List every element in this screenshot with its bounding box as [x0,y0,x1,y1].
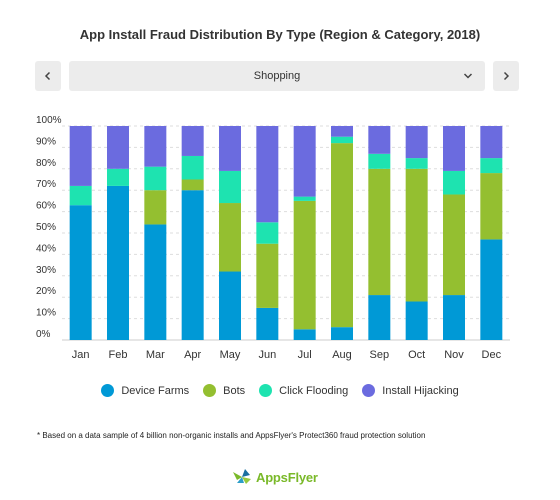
bar-segment [144,126,167,167]
y-tick-label: 20% [36,286,56,297]
bar-segment [405,158,428,169]
bar-segment [405,168,428,302]
bar-segment [443,170,465,195]
bar-segment [293,200,316,330]
bar-segment [256,222,279,244]
brand-logo: AppsFlyer [231,468,318,486]
bar-segment [256,243,279,308]
x-tick-label: Sep [370,349,390,361]
legend-swatch [259,384,273,397]
bar-segment [69,126,92,186]
x-tick-label: Oct [408,349,425,361]
x-tick-label: Nov [444,349,464,361]
legend-item[interactable]: Click Flooding [259,384,348,397]
appsflyer-logo-icon [233,469,251,484]
legend-label: Install Hijacking [382,384,459,397]
x-tick-label: Aug [332,349,352,361]
x-tick-label: Mar [146,349,165,361]
category-select-value: Shopping [253,70,301,82]
bar-segment [331,136,353,144]
x-tick-label: Apr [184,349,201,361]
bar-segment [256,126,279,223]
stacked-bar-chart: 0% 10% 20% 30% 40% 50% 60% 70% 80% 90% 100% Jan Feb M… [36,115,510,361]
bar-segment [443,295,465,340]
bar-segment [107,185,129,340]
y-tick-label: 30% [36,265,56,276]
legend-swatch [101,384,115,397]
bar-segment [480,239,503,340]
x-tick-label: Jul [298,349,312,361]
legend-swatch [362,384,376,397]
bar-segment [181,190,204,340]
bar-segment [219,271,241,340]
bar-segment [293,196,316,201]
bar-segment [144,166,167,191]
next-button[interactable] [493,61,519,91]
bar-segment [107,168,129,186]
bar-segment [181,179,204,191]
y-tick-label: 60% [36,201,56,212]
legend-label: Bots [223,384,246,397]
legend-label: Click Flooding [279,384,349,397]
chart-title: App Install Fraud Distribution By Type (… [79,27,481,42]
chevron-down-icon [463,73,473,79]
footnote: * Based on a data sample of 4 billion no… [37,431,426,440]
category-select[interactable]: Shopping [69,61,485,91]
y-tick-label: 40% [36,243,56,254]
bar-segment [107,126,129,169]
bar-segment [405,126,428,159]
bar-segment [144,190,167,225]
x-tick-label: Dec [482,349,502,361]
x-tick-label: Jan [72,349,90,361]
bar-segment [219,170,241,204]
bar-segment [405,301,428,340]
bar-segment [368,126,391,154]
x-tick-label: May [220,349,241,361]
bar-segment [331,327,353,340]
bar-segment [480,173,503,240]
bar-segment [181,155,204,180]
bar-segment [69,205,92,340]
y-tick-label: 70% [36,179,56,190]
bar-segment [293,126,316,197]
legend-swatch [203,384,217,397]
chevron-right-icon [503,71,510,81]
bar-segment [219,126,241,171]
x-tick-label: Feb [109,349,128,361]
bar-segment [331,143,353,328]
y-tick-label: 50% [36,222,56,233]
chart-legend: Device Farms Bots Click Flooding Install Hi… [0,384,560,397]
bar-segment [181,126,204,156]
brand-name: AppsFlyer [256,469,318,485]
y-tick-label: 100% [36,115,62,126]
bar-segment [443,126,465,171]
bar-segment [368,295,391,340]
legend-label: Device Farms [121,384,190,397]
legend-item[interactable]: Install Hijacking [362,384,459,397]
y-tick-label: 0% [36,329,51,340]
x-tick-label: Jun [258,349,276,361]
bar-segment [293,329,316,340]
bar-segment [443,194,465,296]
y-tick-label: 80% [36,158,56,169]
y-tick-label: 90% [36,136,56,147]
bar-segment [144,224,167,340]
bar-segment [256,307,279,340]
bar-segment [69,185,92,206]
bar-segment [368,168,391,296]
bar-segment [368,153,391,169]
bar-segment [219,203,241,272]
prev-button[interactable] [35,61,61,91]
bar-segment [331,126,353,137]
bar-segment [480,126,503,159]
chevron-left-icon [44,71,51,81]
legend-item[interactable]: Device Farms [101,384,189,397]
legend-item[interactable]: Bots [203,384,245,397]
y-tick-label: 10% [36,308,56,319]
bar-segment [480,158,503,174]
